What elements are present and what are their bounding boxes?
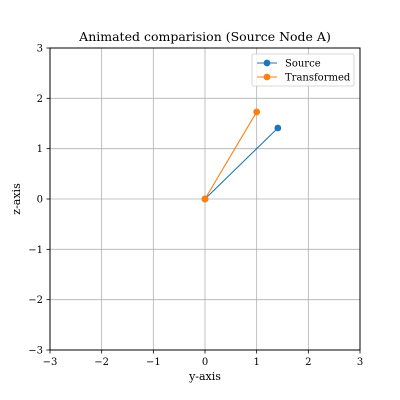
y-axis-label: z-axis [10, 183, 23, 215]
legend-marker-transformed [263, 73, 271, 81]
chart-title: Animated comparision (Source Node A) [78, 29, 331, 44]
legend-marker-source [263, 59, 271, 67]
x-tick-label: 3 [357, 357, 363, 368]
data-point-source [274, 124, 282, 132]
legend-box [251, 53, 355, 87]
y-tick-label: −3 [28, 346, 43, 357]
legend: Source Transformed [251, 53, 355, 87]
y-tick-label: 1 [37, 144, 43, 155]
data-point-transformed [253, 108, 261, 116]
data-point-transformed [201, 195, 209, 203]
series-line-source [204, 127, 279, 200]
x-axis-label: y-axis [188, 370, 221, 383]
legend-label-source: Source [285, 59, 321, 70]
y-tick-label: −1 [28, 245, 43, 256]
x-tick-label: −2 [94, 357, 109, 368]
axis-ticks: −3 −2 −1 0 1 2 3 −3 −2 −1 0 1 2 3 [28, 44, 363, 369]
y-tick-label: 2 [37, 94, 43, 105]
legend-label-transformed: Transformed [285, 73, 351, 84]
y-tick-label: 0 [37, 195, 43, 206]
x-tick-label: −3 [43, 357, 58, 368]
x-tick-label: 0 [202, 357, 208, 368]
x-tick-label: 2 [305, 357, 311, 368]
y-tick-label: 3 [37, 44, 43, 55]
y-tick-label: −2 [28, 295, 43, 306]
series-line-transformed [204, 111, 258, 200]
x-tick-label: −1 [146, 357, 161, 368]
series-layer [201, 108, 282, 203]
x-tick-label: 1 [253, 357, 259, 368]
